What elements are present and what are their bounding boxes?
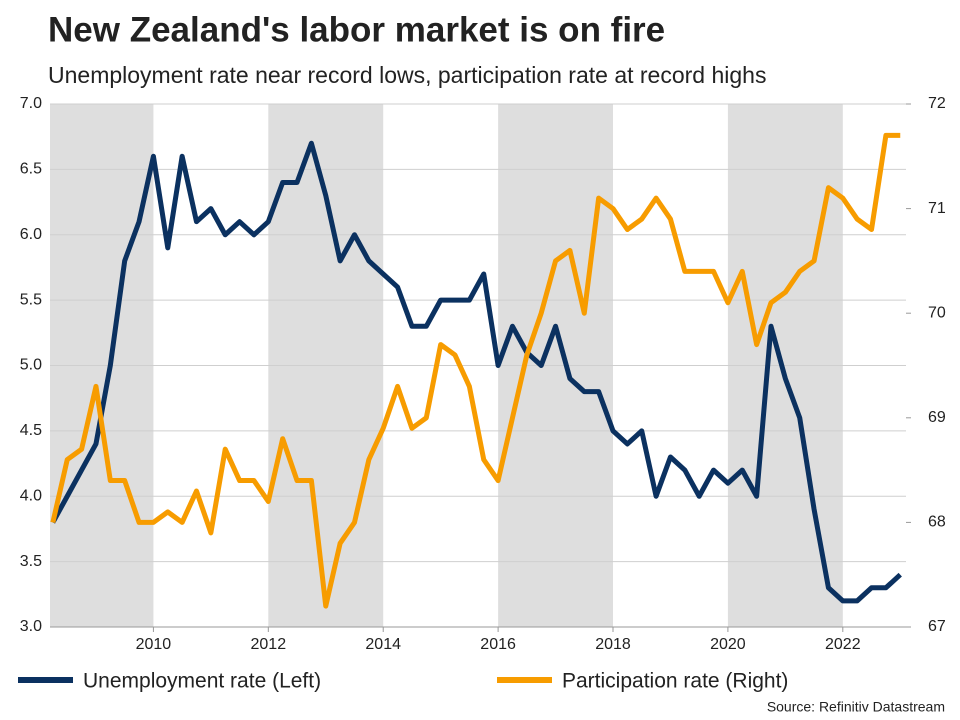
- chart-subtitle: Unemployment rate near record lows, part…: [48, 62, 766, 88]
- y2-tick-label: 69: [928, 409, 946, 426]
- chart-title: New Zealand's labor market is on fire: [48, 10, 665, 49]
- x-tick-label: 2014: [365, 636, 401, 653]
- y-tick-label: 6.0: [20, 226, 42, 243]
- legend-label: Participation rate (Right): [562, 670, 788, 693]
- y2-tick-label: 68: [928, 514, 946, 531]
- series-line: [50, 140, 902, 604]
- y-tick-label: 3.5: [20, 553, 42, 570]
- y-tick-label: 7.0: [20, 95, 42, 112]
- x-tick-label: 2022: [825, 636, 861, 653]
- y2-tick-label: 71: [928, 200, 946, 217]
- series-line: [50, 132, 901, 609]
- x-tick-label: 2010: [136, 636, 172, 653]
- y2-tick-label: 67: [928, 618, 946, 635]
- y-tick-label: 6.5: [20, 161, 42, 178]
- y-tick-label: 5.0: [20, 357, 42, 374]
- y-tick-label: 3.0: [20, 618, 42, 635]
- x-tick-label: 2016: [480, 636, 516, 653]
- y2-tick-label: 70: [928, 304, 946, 321]
- y-tick-label: 4.0: [20, 487, 42, 504]
- legend-label: Unemployment rate (Left): [83, 670, 321, 693]
- x-tick-label: 2020: [710, 636, 746, 653]
- source: Source: Refinitiv Datastream: [767, 699, 945, 715]
- x-tick-label: 2018: [595, 636, 631, 653]
- x-tick-label: 2012: [251, 636, 287, 653]
- y-tick-label: 4.5: [20, 422, 42, 439]
- y-tick-label: 5.5: [20, 291, 42, 308]
- y2-tick-label: 72: [928, 95, 946, 112]
